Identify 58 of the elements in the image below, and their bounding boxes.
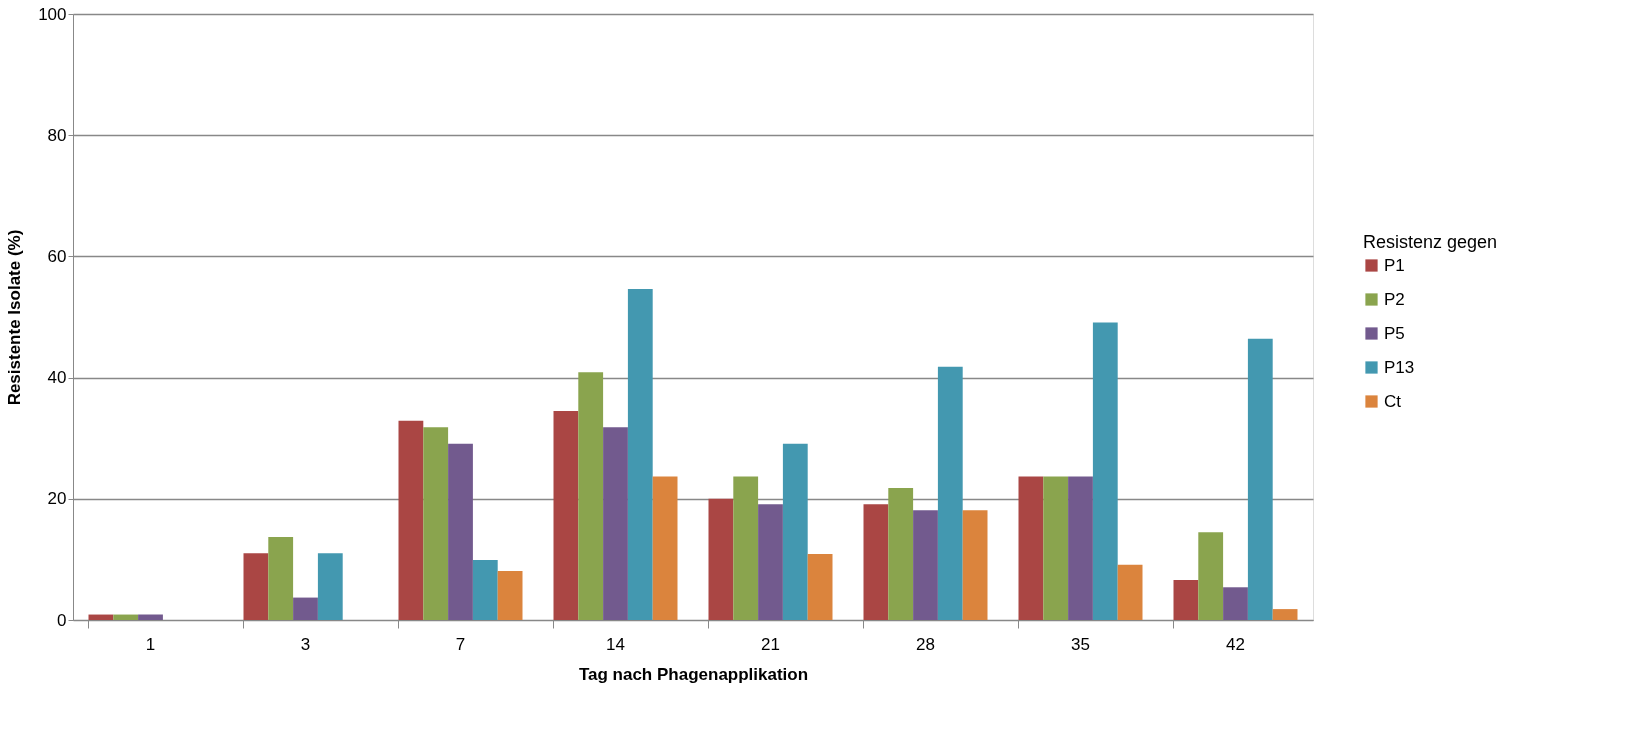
bar xyxy=(652,476,678,620)
bar xyxy=(937,366,963,620)
bar xyxy=(758,504,783,620)
y-axis-title: Resistente Isolate (%) xyxy=(5,229,25,406)
y-tick-label: 100 xyxy=(38,4,67,24)
bar xyxy=(782,443,808,620)
bar xyxy=(888,487,914,620)
bar xyxy=(578,372,604,620)
bar xyxy=(553,410,579,620)
y-tick-label: 80 xyxy=(47,125,67,145)
bar xyxy=(1198,532,1224,620)
bar xyxy=(603,427,628,620)
bar xyxy=(1272,609,1298,620)
bar xyxy=(1223,587,1248,620)
y-tick-label: 40 xyxy=(47,368,67,388)
y-tick-label: 60 xyxy=(47,246,67,266)
bar xyxy=(138,614,163,620)
bar xyxy=(472,560,498,620)
x-tick-label: 28 xyxy=(916,634,935,654)
bar xyxy=(293,597,318,620)
x-tick-label: 3 xyxy=(300,634,311,654)
x-tick-label: 21 xyxy=(761,634,780,654)
bar xyxy=(913,510,938,620)
x-tick-label: 7 xyxy=(455,634,466,654)
bar xyxy=(1117,564,1143,620)
legend-label: P13 xyxy=(1384,357,1415,377)
legend-title: Resistenz gegen xyxy=(1363,232,1498,252)
bar xyxy=(962,510,988,620)
bar xyxy=(423,427,449,620)
bar xyxy=(448,443,473,620)
bar xyxy=(627,289,653,620)
bar xyxy=(807,553,833,620)
bar xyxy=(1018,476,1044,620)
bar xyxy=(1043,476,1069,620)
bar xyxy=(497,570,523,620)
bar xyxy=(113,614,139,620)
y-tick-label: 0 xyxy=(57,610,67,630)
x-axis-title: Tag nach Phagenapplikation xyxy=(578,664,809,684)
legend-label: P2 xyxy=(1384,289,1405,309)
bar xyxy=(243,553,269,620)
y-tick-label: 20 xyxy=(47,489,67,509)
bar xyxy=(398,420,424,620)
bar xyxy=(863,504,889,620)
x-tick-label: 42 xyxy=(1226,634,1245,654)
x-tick-label: 14 xyxy=(606,634,625,654)
bar xyxy=(1068,476,1093,620)
bar xyxy=(268,536,294,620)
bar xyxy=(1173,580,1199,620)
legend-label: P5 xyxy=(1384,323,1405,343)
bar xyxy=(708,498,734,620)
legend-label: P1 xyxy=(1384,255,1405,275)
bar xyxy=(733,476,759,620)
bar xyxy=(1092,322,1118,620)
bar xyxy=(317,553,343,620)
x-tick-label: 1 xyxy=(145,634,156,654)
legend-label: Ct xyxy=(1384,391,1402,411)
x-tick-label: 35 xyxy=(1071,634,1090,654)
bar xyxy=(1247,338,1273,620)
